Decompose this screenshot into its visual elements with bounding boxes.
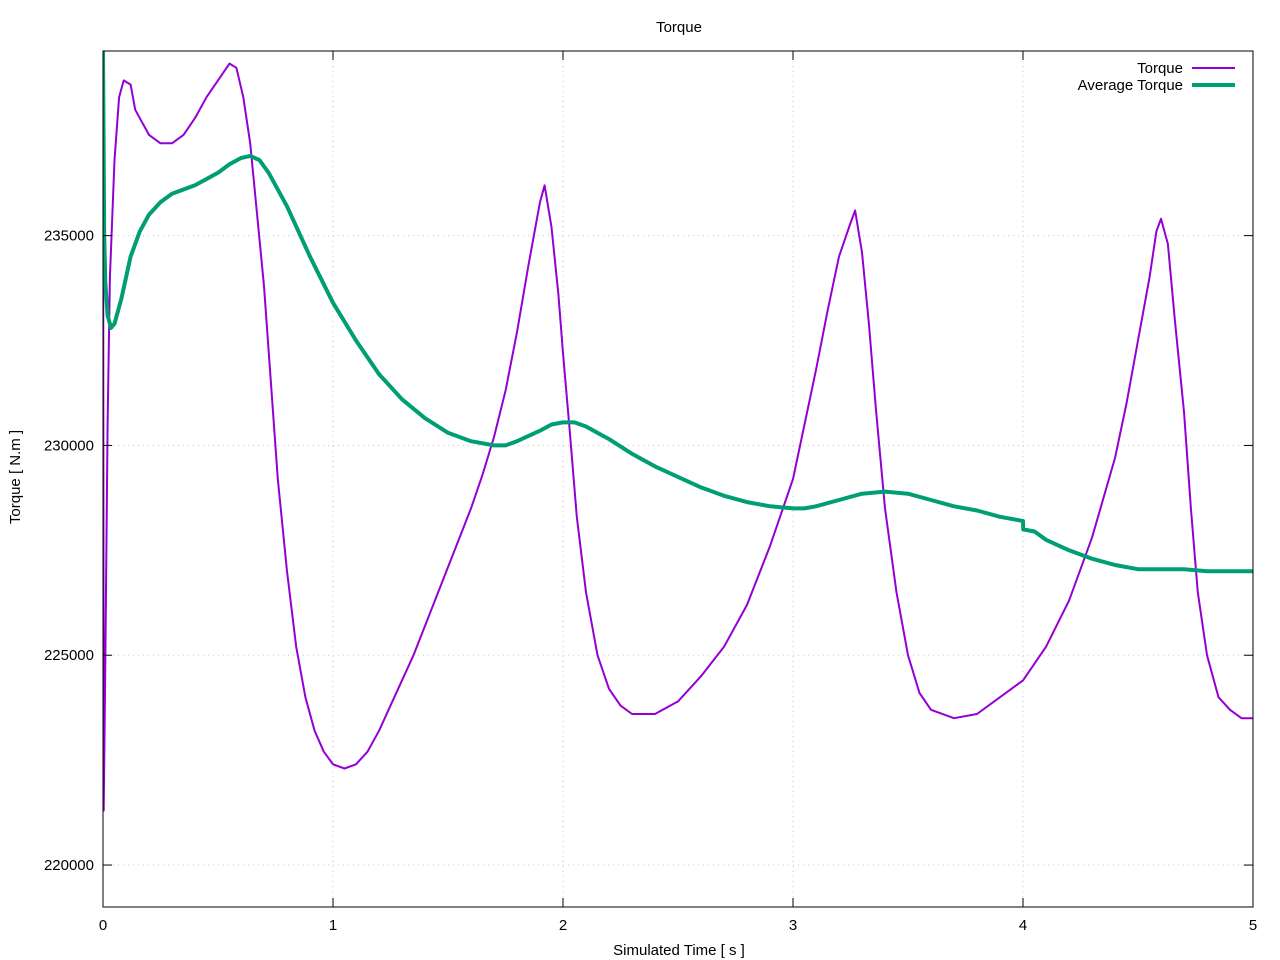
series-lines: [103, 51, 1253, 812]
x-axis-label: Simulated Time [ s ]: [613, 942, 745, 959]
chart-title: Torque: [656, 19, 702, 36]
grid-lines: [103, 51, 1253, 907]
plot-frame: [102, 50, 1254, 908]
series-line-torque: [103, 51, 1253, 812]
legend-label: Torque: [1137, 60, 1183, 77]
axis-ticks: 0 1 2 3 4 5 220000 225000 230000 235000: [44, 51, 1257, 934]
x-tick-label: 1: [329, 917, 337, 934]
x-tick-label: 0: [99, 917, 107, 934]
y-tick-label: 235000: [44, 228, 94, 245]
x-tick-label: 4: [1019, 917, 1027, 934]
x-tick-label: 5: [1249, 917, 1257, 934]
x-tick-label: 3: [789, 917, 797, 934]
x-tick-label: 2: [559, 917, 567, 934]
y-tick-label: 230000: [44, 437, 94, 454]
y-tick-label: 220000: [44, 857, 94, 874]
y-axis-label: Torque [ N.m ]: [7, 430, 24, 524]
legend-label: Average Torque: [1078, 77, 1183, 94]
series-line-average-torque: [103, 51, 1253, 574]
y-tick-label: 225000: [44, 647, 94, 664]
